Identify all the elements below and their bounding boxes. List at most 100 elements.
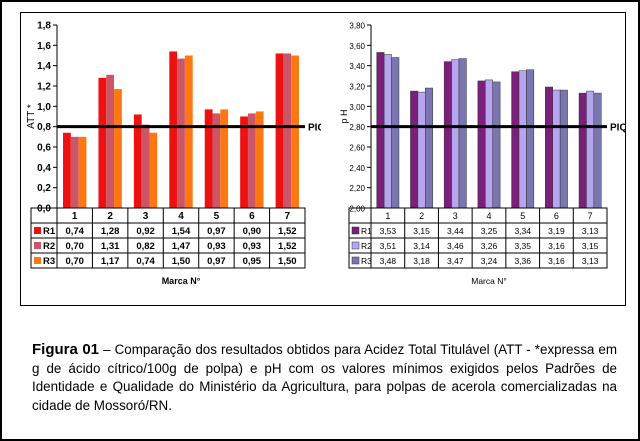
y-tick-label: 0,0 [37, 204, 51, 215]
data-value-label: 0,90 [243, 226, 262, 237]
data-value-label: 3,24 [481, 256, 498, 266]
data-value-label: 3,25 [481, 226, 498, 236]
bar [283, 53, 292, 208]
x-axis-label: Marca N° [162, 276, 201, 286]
bar [141, 124, 150, 208]
caption-text: – Comparação dos resultados obtidos para… [32, 342, 618, 413]
bar [177, 58, 185, 208]
bar [545, 86, 553, 209]
y-tick-label: 3,60 [349, 42, 365, 51]
y-tick-label: 3,80 [349, 22, 365, 31]
bar [184, 55, 193, 208]
bar [492, 81, 501, 209]
legend-series-name: R2 [361, 241, 372, 251]
data-value-label: 0,97 [207, 226, 226, 237]
category-label: 5 [214, 211, 220, 222]
data-value-label: 3,51 [380, 241, 397, 251]
data-value-label: 3,46 [447, 241, 464, 251]
data-value-label: 3,44 [447, 226, 464, 236]
bar [255, 111, 264, 208]
y-tick-label: 0,2 [37, 183, 51, 194]
data-value-label: 1,28 [101, 226, 120, 237]
y-tick-label: 0,6 [37, 143, 51, 154]
data-value-label: 3,18 [413, 256, 430, 266]
y-tick-label: 0,4 [37, 163, 51, 174]
y-tick-label: 2,20 [349, 184, 365, 193]
data-value-label: 0,74 [136, 256, 155, 267]
legend-swatch [351, 226, 360, 235]
bar [212, 113, 221, 208]
y-tick-label: 1,0 [37, 102, 51, 113]
data-value-label: 0,70 [65, 241, 84, 252]
data-value-label: 0,95 [243, 256, 262, 267]
data-value-label: 3,16 [548, 241, 565, 251]
bar [526, 69, 535, 209]
y-tick-label: 1,4 [37, 61, 51, 72]
bar [275, 53, 284, 208]
data-value-label: 1,47 [172, 241, 191, 252]
legend-swatch [34, 227, 41, 234]
bar [220, 109, 229, 208]
bar [417, 91, 426, 209]
category-label: 7 [588, 211, 593, 221]
bar [133, 114, 142, 208]
y-tick-label: 2,00 [349, 205, 365, 214]
y-tick-label: 1,6 [37, 41, 51, 52]
category-label: 3 [453, 211, 458, 221]
data-value-label: 1,50 [172, 256, 191, 267]
data-value-label: 0,70 [65, 256, 84, 267]
x-axis-label: Marca N° [471, 276, 507, 286]
bar [383, 54, 392, 209]
y-axis-label: p H [339, 109, 349, 123]
data-value-label: 1,31 [101, 241, 120, 252]
legend-series-name: R2 [43, 241, 55, 252]
piq-label: PIQ [308, 123, 321, 134]
legend-series-name: R1 [361, 226, 372, 236]
bar [63, 132, 71, 208]
legend-swatch [351, 241, 360, 250]
data-value-label: 3,26 [481, 241, 498, 251]
bar [451, 59, 460, 209]
y-tick-label: 0,8 [37, 122, 51, 133]
bar [485, 79, 493, 209]
data-value-label: 1,50 [278, 256, 297, 267]
data-value-label: 0,74 [65, 226, 84, 237]
data-value-label: 3,14 [413, 241, 430, 251]
bar [458, 58, 467, 209]
ph-chart: 2,00 2,20 2,40 2,60 2,80 3,00 3,20 3,40 3,60 3,80… [339, 22, 625, 287]
category-label: 6 [554, 211, 559, 221]
bar [106, 74, 115, 208]
caption-label: Figura 01 [32, 341, 100, 358]
category-label: 6 [249, 211, 255, 222]
legend-swatch [34, 257, 41, 264]
y-tick-label: 2,60 [349, 144, 365, 153]
y-tick-label: 3,20 [349, 83, 365, 92]
bar [578, 92, 587, 209]
y-tick-label: 1,2 [37, 82, 51, 93]
category-label: 4 [178, 211, 184, 222]
bar [204, 109, 213, 208]
legend-series-name: R3 [43, 256, 55, 267]
bar [391, 57, 400, 209]
data-value-label: 1,54 [172, 226, 191, 237]
legend-swatch [351, 256, 360, 265]
category-label: 2 [107, 211, 113, 222]
bar [443, 61, 452, 209]
data-value-label: 0,97 [207, 256, 226, 267]
legend-swatch [34, 242, 41, 249]
data-value-label: 0,82 [136, 241, 155, 252]
y-tick-label: 3,00 [349, 103, 365, 112]
data-value-label: 3,15 [582, 241, 599, 251]
bar [511, 71, 520, 209]
bar [78, 136, 87, 208]
data-value-label: 3,53 [380, 226, 397, 236]
data-value-label: 3,35 [514, 241, 531, 251]
data-value-label: 3,15 [413, 226, 430, 236]
y-tick-label: 3,40 [349, 62, 365, 71]
data-value-label: 3,48 [380, 256, 397, 266]
category-label: 1 [385, 211, 390, 221]
data-value-label: 1,17 [101, 256, 120, 267]
data-value-label: 3,19 [548, 226, 565, 236]
data-value-label: 1,52 [278, 226, 297, 237]
